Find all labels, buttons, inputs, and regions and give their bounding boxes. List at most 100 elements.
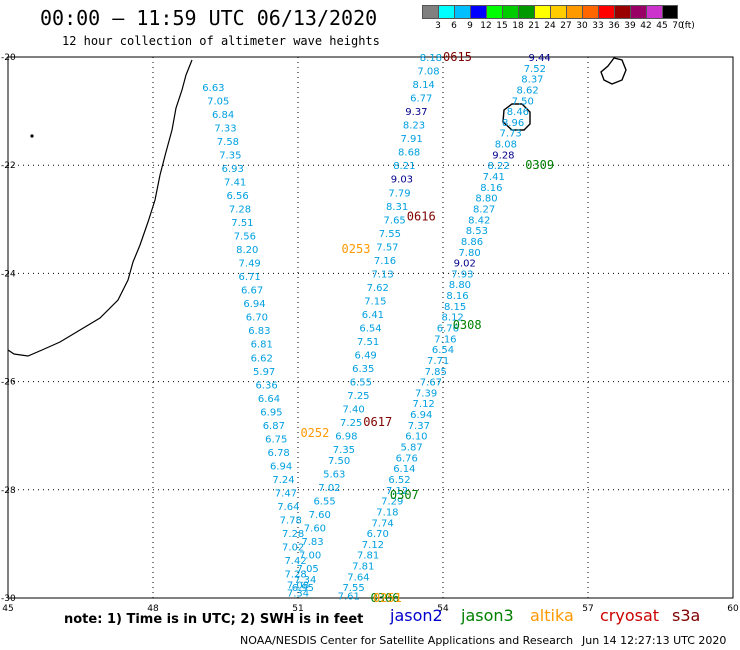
scale-label: 6 <box>451 21 457 31</box>
wave-height-sample: 7.42 <box>284 556 306 567</box>
scale-label: 39 <box>624 21 636 31</box>
wave-height-sample: 6.84 <box>212 110 234 121</box>
legend-s3a: s3a <box>672 606 701 625</box>
page-subtitle: 12 hour collection of altimeter wave hei… <box>62 34 380 48</box>
pass-time-label: 0617 <box>363 415 392 429</box>
lon-tick-label: 45 <box>2 604 13 614</box>
footer-note: note: 1) Time is in UTC; 2) SWH is in fe… <box>64 612 364 627</box>
wave-height-sample: 6.52 <box>388 475 410 486</box>
wave-height-sample: 7.28 <box>229 204 251 215</box>
wave-height-sample: 7.18 <box>376 507 398 518</box>
wave-height-sample: 7.60 <box>304 524 326 535</box>
scale-swatch <box>534 5 550 19</box>
wave-height-sample: 7.91 <box>400 134 422 145</box>
wave-height-sample: 7.49 <box>239 259 261 270</box>
wave-height-sample: 7.61 <box>338 591 360 602</box>
legend-jason3: jason3 <box>461 606 514 625</box>
wave-height-sample: 6.75 <box>265 434 287 445</box>
scale-swatch <box>438 5 454 19</box>
wave-height-sample: 7.25 <box>340 418 362 429</box>
wave-height-sample: 8.16 <box>480 183 502 194</box>
pass-time-label: 0308 <box>453 318 482 332</box>
wave-height-sample: 5.97 <box>253 367 275 378</box>
wave-height-sample: 6.87 <box>263 421 285 432</box>
scale-label: 24 <box>544 21 556 31</box>
wave-height-sample: 7.85 <box>425 367 447 378</box>
scale-label: 9 <box>467 21 473 31</box>
wave-height-sample: 7.35 <box>333 445 355 456</box>
scale-label: 36 <box>608 21 620 31</box>
scale-swatch <box>518 5 534 19</box>
wave-height-sample: 7.79 <box>388 188 410 199</box>
scale-swatch <box>470 5 486 19</box>
wave-height-sample: 7.34 <box>287 589 309 600</box>
pass-time-label: 0306 <box>371 591 400 605</box>
wave-height-sample: 7.67 <box>420 378 442 389</box>
reunion-coastline <box>502 103 531 131</box>
wave-height-sample: 7.80 <box>458 248 480 259</box>
wave-height-sample: 7.52 <box>524 64 546 75</box>
lon-tick-label: 48 <box>147 604 159 614</box>
wave-height-sample: 8.31 <box>386 202 408 213</box>
wave-height-sample: 6.93 <box>222 164 244 175</box>
wave-height-sample: 6.62 <box>251 353 273 364</box>
wave-height-sample: 7.71 <box>427 356 449 367</box>
wave-height-sample: 7.50 <box>512 96 534 107</box>
wave-height-sample: 7.41 <box>224 177 246 188</box>
wave-height-sample: 7.62 <box>367 283 389 294</box>
wave-height-sample: 6.36 <box>255 380 277 391</box>
wave-height-sample: 6.55 <box>313 497 335 508</box>
wave-height-sample: 7.58 <box>217 137 239 148</box>
wave-height-sample: 7.37 <box>408 421 430 432</box>
scale-label: 70 <box>672 21 684 31</box>
legend-jason2: jason2 <box>390 606 443 625</box>
wave-height-sample: 8.86 <box>461 237 483 248</box>
wave-height-sample: 8.21 <box>393 161 415 172</box>
scale-swatch <box>646 5 662 19</box>
wave-height-sample: 5.87 <box>400 443 422 454</box>
wave-height-sample: 6.54 <box>432 345 454 356</box>
lat-tick-label: -22 <box>1 161 16 171</box>
wave-height-sample: 8.37 <box>521 75 543 86</box>
scale-swatch <box>630 5 646 19</box>
wave-height-sample: 7.05 <box>207 96 229 107</box>
wave-height-sample: 8.27 <box>473 204 495 215</box>
lat-tick-label: -24 <box>1 269 16 279</box>
wave-height-sample: 7.65 <box>384 215 406 226</box>
lat-tick-label: -30 <box>1 594 16 604</box>
scale-swatch <box>614 5 630 19</box>
map-frame <box>7 56 734 599</box>
wave-height-sample: 8.14 <box>413 80 435 91</box>
wave-height-sample: 7.12 <box>386 486 408 497</box>
wave-height-sample: 7.51 <box>357 337 379 348</box>
wave-height-sample: 6.98 <box>335 432 357 443</box>
scale-label: (ft) <box>681 21 695 31</box>
wave-height-sample: 8.80 <box>449 280 471 291</box>
wave-height-sample: 7.00 <box>299 551 321 562</box>
wave-height-sample: 6.67 <box>241 286 263 297</box>
wave-height-sample: 7.34 <box>294 575 316 586</box>
wave-height-sample: 6.94 <box>410 410 432 421</box>
wave-height-sample: 7.60 <box>309 510 331 521</box>
wave-height-sample: 6.54 <box>359 324 381 335</box>
wave-height-sample: 7.50 <box>328 456 350 467</box>
wave-height-sample: 7.29 <box>381 497 403 508</box>
pass-time-label: 0615 <box>443 50 472 64</box>
wave-height-sample: 7.25 <box>347 391 369 402</box>
wave-height-sample: 7.16 <box>434 334 456 345</box>
wave-height-sample: 8.96 <box>502 118 524 129</box>
wave-height-sample: 7.28 <box>284 570 306 581</box>
wave-height-sample: 8.16 <box>446 291 468 302</box>
mauritius-coastline <box>600 57 627 85</box>
scale-label: 18 <box>512 21 524 31</box>
wave-height-sample: 6.76 <box>396 453 418 464</box>
lon-tick-label: 57 <box>582 604 593 614</box>
scale-swatch <box>502 5 518 19</box>
wave-height-sample: 6.63 <box>202 83 224 94</box>
wave-height-sample: 7.12 <box>413 399 435 410</box>
wave-height-sample: 7.57 <box>376 242 398 253</box>
wave-height-sample: 6.56 <box>226 191 248 202</box>
wave-height-sample: 8.53 <box>466 226 488 237</box>
scale-swatch <box>422 5 438 19</box>
lon-tick-label: 54 <box>437 604 449 614</box>
